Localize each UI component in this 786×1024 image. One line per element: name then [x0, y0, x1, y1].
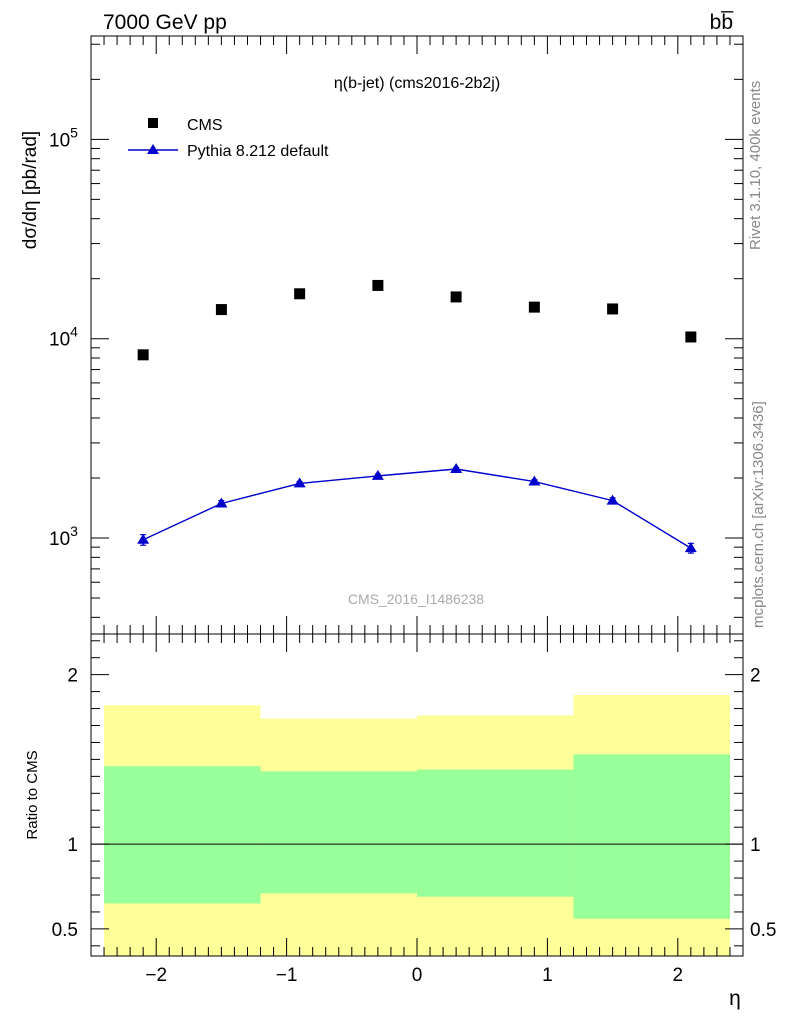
rivet-label: Rivet 3.1.10, 400k events [747, 81, 764, 250]
pythia-point [371, 469, 384, 480]
legend-cms-marker [148, 118, 158, 128]
main-y-tick-label: 105 [49, 124, 78, 151]
main-y-tick-label: 103 [49, 523, 78, 550]
cms-point [528, 301, 540, 313]
ratio-inner-band [104, 766, 261, 904]
legend: CMS Pythia 8.212 default [128, 117, 329, 160]
pythia-point [684, 542, 697, 553]
cms-point [607, 303, 619, 315]
ratio-x-ticks [90, 634, 744, 956]
pythia-point [215, 497, 228, 508]
header-left-label: 7000 GeV pp [103, 11, 227, 34]
ratio-inner-band [573, 754, 730, 919]
x-tick-label: 2 [673, 965, 684, 986]
cms-point [685, 331, 697, 343]
ratio-y-tick-label-left: 2 [67, 666, 78, 687]
x-tick-label: −1 [276, 965, 298, 986]
x-tick-label: −2 [145, 965, 167, 986]
pythia-markers [137, 462, 697, 553]
main-y-axis-label: dσ/dη [pb/rad] [20, 131, 41, 249]
main-y-tick-labels: 103 104 105 [49, 124, 78, 550]
ratio-panel: 0.5 0.5 1 1 2 2 −2 −1 0 1 2 Ratio to CMS η [24, 633, 777, 1010]
ratio-y-tick-label-right: 0.5 [750, 920, 776, 941]
legend-cms-label: CMS [187, 117, 223, 134]
cms-point [450, 291, 462, 303]
source-label: mcplots.cern.ch [arXiv:1306.3436] [750, 401, 767, 628]
header-right-label: bb̅ [710, 11, 735, 34]
cms-point [215, 304, 227, 316]
pythia-point [528, 475, 541, 486]
pythia-line [142, 468, 692, 549]
pythia-error-bars [140, 466, 694, 554]
x-tick-label: 0 [412, 965, 423, 986]
main-panel: η(b-jet) (cms2016-2b2j) dσ/dη [pb/rad] C… [20, 35, 744, 635]
main-title: η(b-jet) (cms2016-2b2j) [334, 75, 500, 92]
cms-point [372, 279, 384, 291]
watermark-label: CMS_2016_I1486238 [348, 591, 484, 607]
ratio-y-tick-label-right: 1 [750, 835, 761, 856]
ratio-y-axis-label: Ratio to CMS [24, 750, 41, 839]
ratio-y-ticks [91, 640, 743, 947]
ratio-inner-band [260, 771, 417, 894]
main-y-tick-label: 104 [49, 324, 78, 351]
cms-point [137, 349, 149, 361]
ratio-y-tick-label-left: 0.5 [52, 920, 78, 941]
legend-pythia-label: Pythia 8.212 default [187, 143, 329, 160]
pythia-point [293, 477, 306, 488]
main-x-ticks [90, 36, 744, 634]
cms-point [294, 288, 306, 300]
ratio-bands [104, 695, 730, 956]
pythia-point [606, 494, 619, 505]
ratio-y-tick-label-left: 1 [67, 835, 78, 856]
ratio-inner-band [417, 769, 574, 897]
ratio-y-tick-label-right: 2 [750, 666, 761, 687]
legend-pythia-marker [147, 144, 159, 154]
pythia-point [450, 462, 463, 473]
main-y-ticks [91, 43, 743, 618]
x-axis-label: η [729, 987, 741, 1010]
pythia-point [137, 533, 150, 544]
cms-markers [137, 279, 697, 361]
ratio-tick-labels: 0.5 0.5 1 1 2 2 −2 −1 0 1 2 [52, 666, 777, 986]
x-tick-label: 1 [542, 965, 553, 986]
